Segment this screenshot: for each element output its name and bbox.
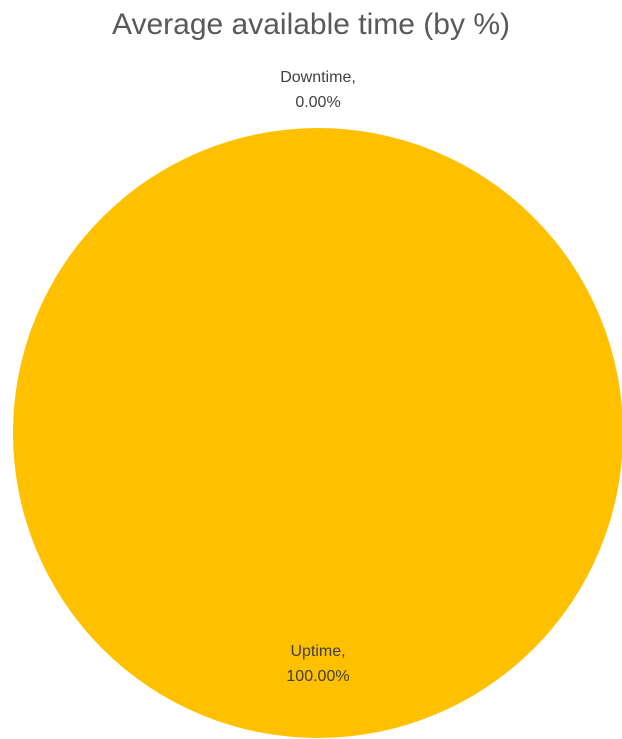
data-label-uptime: Uptime, 100.00%	[286, 643, 349, 685]
data-label-uptime-value: 100.00%	[286, 668, 349, 685]
chart-title: Average available time (by %)	[112, 8, 510, 41]
pie-slices	[13, 128, 622, 738]
pie-slice-uptime	[13, 128, 622, 738]
data-label-downtime-name: Downtime,	[280, 69, 356, 86]
data-label-uptime-name: Uptime,	[290, 643, 345, 660]
data-label-downtime-value: 0.00%	[295, 94, 340, 111]
data-label-downtime: Downtime, 0.00%	[280, 69, 356, 111]
pie-data-labels: Downtime, 0.00% Uptime, 100.00%	[280, 69, 356, 685]
